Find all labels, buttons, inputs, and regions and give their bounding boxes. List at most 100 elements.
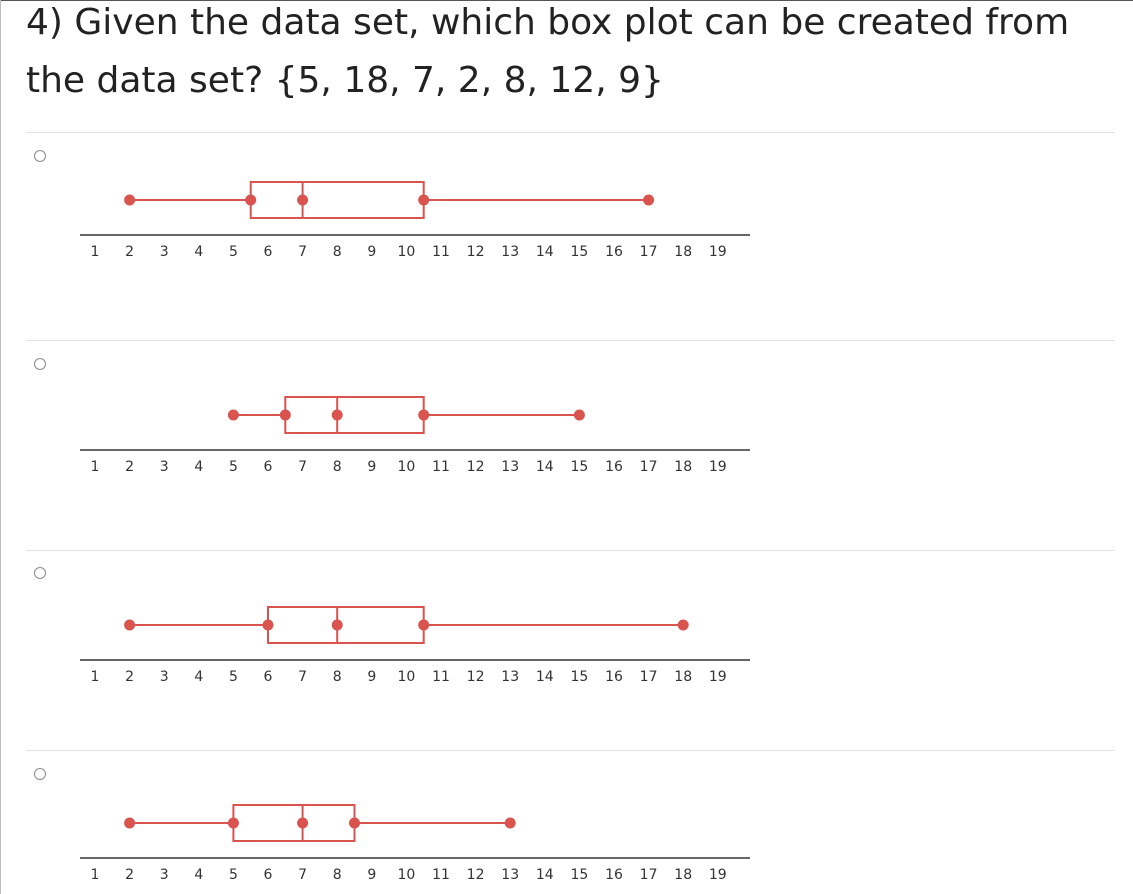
q3-point (418, 409, 430, 421)
tick-label: 4 (194, 459, 203, 475)
tick-label: 10 (397, 459, 415, 475)
tick-label: 14 (536, 669, 554, 685)
option-divider (26, 750, 1115, 751)
tick-label: 14 (536, 867, 554, 883)
tick-label: 18 (674, 867, 692, 883)
tick-label: 13 (501, 867, 519, 883)
tick-label: 5 (229, 867, 238, 883)
option-divider (26, 550, 1115, 551)
min-point (124, 194, 136, 206)
q3-point (349, 817, 360, 829)
max-point (643, 194, 655, 206)
tick-label: 12 (467, 867, 485, 883)
tick-label: 12 (467, 669, 485, 685)
option-divider (26, 340, 1115, 341)
tick-label: 13 (501, 244, 519, 260)
max-point (573, 409, 585, 421)
tick-label: 17 (640, 867, 658, 883)
tick-label: 1 (91, 867, 100, 883)
max-point (504, 817, 516, 829)
median-point (331, 409, 343, 421)
tick-label: 3 (160, 244, 169, 260)
tick-label: 19 (709, 867, 727, 883)
tick-label: 2 (125, 669, 134, 685)
tick-label: 17 (640, 459, 658, 475)
q3-point (418, 619, 430, 631)
tick-label: 18 (674, 244, 692, 260)
tick-label: 6 (264, 244, 273, 260)
tick-label: 7 (298, 867, 307, 883)
tick-label: 16 (605, 459, 623, 475)
tick-label: 16 (605, 669, 623, 685)
tick-label: 17 (640, 244, 658, 260)
tick-label: 14 (536, 244, 554, 260)
median-point (331, 619, 343, 631)
iqr-box (232, 804, 356, 842)
question-text: 4) Given the data set, which box plot ca… (26, 2, 1070, 101)
tick-label: 9 (367, 669, 376, 685)
tick-label: 10 (397, 244, 415, 260)
option-2-radio[interactable] (34, 358, 46, 370)
min-point (227, 409, 239, 421)
tick-label: 3 (160, 867, 169, 883)
iqr-box (284, 396, 425, 434)
tick-label: 10 (397, 669, 415, 685)
iqr-box (267, 606, 425, 644)
tick-label: 3 (160, 669, 169, 685)
tick-label: 19 (709, 244, 727, 260)
tick-label: 4 (194, 669, 203, 685)
tick-label: 12 (467, 459, 485, 475)
tick-label: 15 (570, 669, 588, 685)
tick-label: 11 (432, 669, 450, 685)
option-4-box-plot: 1 2 3 4 5 6 7 8 9 10 11 12 13 14 15 16 17 18 19 (80, 804, 750, 883)
option-4-radio[interactable] (34, 768, 46, 780)
option-3-radio[interactable] (34, 567, 46, 579)
option-3-box-plot: 1 2 3 4 5 6 7 8 9 10 11 12 13 14 15 16 17 18 19 (80, 606, 750, 685)
iqr-box (249, 181, 425, 219)
tick-label: 2 (125, 459, 134, 475)
tick-label: 13 (501, 669, 519, 685)
tick-label: 9 (367, 867, 376, 883)
tick-label: 6 (264, 867, 273, 883)
tick-label: 18 (674, 669, 692, 685)
tick-label: 15 (570, 459, 588, 475)
tick-label: 16 (605, 867, 623, 883)
tick-label: 9 (367, 244, 376, 260)
tick-label: 7 (298, 669, 307, 685)
max-point (677, 619, 689, 631)
median-point (297, 817, 309, 829)
q3-point (418, 194, 430, 206)
tick-label: 5 (229, 669, 238, 685)
option-divider (26, 132, 1115, 133)
tick-label: 6 (264, 459, 273, 475)
tick-label: 15 (570, 244, 588, 260)
tick-label: 5 (229, 244, 238, 260)
left-border (0, 0, 1, 894)
option-1-box-plot: 1 2 3 4 5 6 7 8 9 10 11 12 13 14 15 16 17 18 19 (80, 181, 750, 260)
tick-label: 10 (397, 867, 415, 883)
tick-label: 18 (674, 459, 692, 475)
tick-label: 4 (194, 867, 203, 883)
tick-label: 19 (709, 669, 727, 685)
median-point (297, 194, 309, 206)
tick-label: 3 (160, 459, 169, 475)
tick-label: 11 (432, 459, 450, 475)
q1-point (279, 409, 291, 421)
tick-label: 8 (333, 867, 342, 883)
tick-label: 8 (333, 244, 342, 260)
tick-label: 12 (467, 244, 485, 260)
tick-label: 5 (229, 459, 238, 475)
tick-label: 1 (91, 459, 100, 475)
tick-label: 14 (536, 459, 554, 475)
tick-label: 8 (333, 669, 342, 685)
option-1-radio[interactable] (34, 150, 46, 162)
tick-label: 17 (640, 669, 658, 685)
tick-label: 7 (298, 459, 307, 475)
tick-label: 13 (501, 459, 519, 475)
top-border (0, 0, 1133, 1)
tick-label: 16 (605, 244, 623, 260)
tick-label: 19 (709, 459, 727, 475)
tick-label: 1 (91, 244, 100, 260)
q1-point (262, 619, 274, 631)
